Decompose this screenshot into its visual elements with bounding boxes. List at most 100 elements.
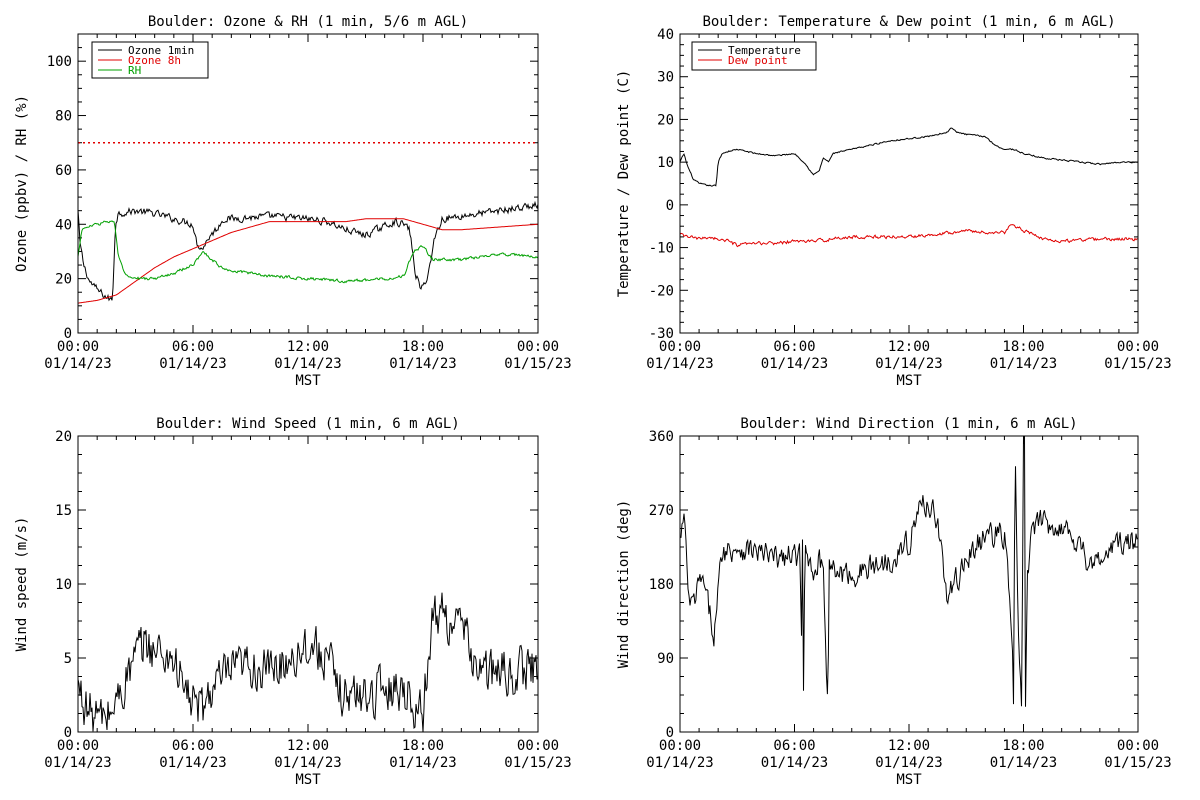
x-tick-time: 18:00	[402, 738, 444, 754]
chart-panel-ozone-rh: Boulder: Ozone & RH (1 min, 5/6 m AGL) Oz…	[14, 14, 572, 389]
x-tick-date: 01/14/23	[274, 356, 341, 372]
x-tick-date: 01/14/23	[875, 755, 942, 771]
series-line-ozone-8h	[78, 218, 538, 304]
chart-title: Boulder: Temperature & Dew point (1 min,…	[702, 14, 1115, 30]
x-axis-label: MST	[295, 772, 321, 788]
x-tick-date: 01/14/23	[44, 755, 111, 771]
legend-label: Dew point	[728, 54, 788, 67]
x-tick-time: 00:00	[517, 738, 559, 754]
y-tick-label: 20	[55, 272, 72, 288]
x-tick-time: 06:00	[172, 738, 214, 754]
x-tick-time: 06:00	[773, 339, 815, 355]
y-tick-label: 30	[657, 70, 674, 86]
y-tick-label: -30	[649, 326, 674, 342]
x-tick-time: 00:00	[57, 339, 99, 355]
y-tick-label: 60	[55, 163, 72, 179]
x-tick-date: 01/14/23	[761, 755, 828, 771]
legend-label: Ozone 8h	[128, 54, 181, 67]
y-tick-label: 270	[649, 503, 674, 519]
x-tick-date: 01/14/23	[875, 356, 942, 372]
y-tick-label: 40	[55, 217, 72, 233]
y-tick-label: 10	[55, 577, 72, 593]
series-line-wind-direction	[680, 436, 1138, 707]
x-tick-date: 01/14/23	[990, 755, 1057, 771]
x-tick-date: 01/14/23	[389, 356, 456, 372]
series-line-temperature	[680, 127, 1138, 187]
legend-label: Temperature	[728, 44, 801, 57]
y-tick-label: 10	[657, 155, 674, 171]
series-line-wind-speed	[78, 592, 538, 732]
chart-title: Boulder: Ozone & RH (1 min, 5/6 m AGL)	[148, 14, 468, 30]
y-tick-label: 90	[657, 651, 674, 667]
chart-title: Boulder: Wind Direction (1 min, 6 m AGL)	[740, 416, 1077, 432]
y-tick-label: 0	[64, 326, 72, 342]
x-tick-date: 01/14/23	[761, 356, 828, 372]
x-axis-label: MST	[295, 373, 321, 389]
y-tick-label: -10	[649, 241, 674, 257]
x-tick-time: 06:00	[172, 339, 214, 355]
x-tick-date: 01/15/23	[504, 755, 571, 771]
x-tick-time: 00:00	[1117, 339, 1159, 355]
y-tick-label: 20	[657, 112, 674, 128]
x-tick-date: 01/14/23	[159, 755, 226, 771]
series-line-ozone-1min	[78, 200, 538, 302]
x-tick-date: 01/14/23	[159, 356, 226, 372]
y-axis-label: Temperature / Dew point (C)	[616, 70, 632, 298]
y-tick-label: 80	[55, 109, 72, 125]
x-tick-time: 12:00	[287, 339, 329, 355]
chart-panel-temperature-dewpoint: Boulder: Temperature & Dew point (1 min,…	[616, 14, 1172, 389]
y-tick-label: 0	[666, 198, 674, 214]
y-tick-label: 180	[649, 577, 674, 593]
x-tick-time: 18:00	[402, 339, 444, 355]
y-tick-label: 5	[64, 651, 72, 667]
legend-label: Ozone 1min	[128, 44, 194, 57]
y-tick-label: 0	[64, 725, 72, 741]
series-line-dew-point	[680, 224, 1138, 248]
chart-title: Boulder: Wind Speed (1 min, 6 m AGL)	[156, 416, 459, 432]
x-tick-time: 00:00	[517, 339, 559, 355]
series-line-rh	[78, 220, 538, 284]
x-tick-date: 01/14/23	[990, 356, 1057, 372]
x-tick-time: 00:00	[659, 738, 701, 754]
x-tick-date: 01/14/23	[646, 755, 713, 771]
x-tick-date: 01/14/23	[44, 356, 111, 372]
x-tick-time: 18:00	[1002, 339, 1044, 355]
x-tick-date: 01/15/23	[1104, 755, 1171, 771]
x-tick-time: 18:00	[1002, 738, 1044, 754]
y-tick-label: 40	[657, 27, 674, 43]
x-tick-date: 01/15/23	[1104, 356, 1171, 372]
x-tick-time: 00:00	[1117, 738, 1159, 754]
y-axis-label: Wind speed (m/s)	[14, 517, 30, 652]
x-tick-time: 12:00	[888, 738, 930, 754]
y-tick-label: 20	[55, 429, 72, 445]
y-tick-label: 100	[47, 54, 72, 70]
plot-frame	[679, 33, 1139, 334]
x-axis-label: MST	[896, 772, 922, 788]
x-tick-time: 00:00	[57, 738, 99, 754]
x-tick-date: 01/14/23	[389, 755, 456, 771]
legend-label: RH	[128, 64, 141, 77]
plot-frame	[77, 33, 539, 334]
x-tick-date: 01/14/23	[646, 356, 713, 372]
y-tick-label: -20	[649, 283, 674, 299]
y-axis-label: Ozone (ppbv) / RH (%)	[14, 95, 30, 272]
x-tick-time: 00:00	[659, 339, 701, 355]
x-tick-time: 06:00	[773, 738, 815, 754]
plot-frame	[679, 435, 1139, 733]
chart-panel-wind-direction: Boulder: Wind Direction (1 min, 6 m AGL)…	[616, 416, 1172, 788]
plot-frame	[77, 435, 539, 733]
x-axis-label: MST	[896, 373, 922, 389]
chart-panel-wind-speed: Boulder: Wind Speed (1 min, 6 m AGL) Wind…	[14, 416, 572, 788]
legend-box	[691, 41, 817, 71]
x-tick-date: 01/14/23	[274, 755, 341, 771]
x-tick-time: 12:00	[888, 339, 930, 355]
x-tick-date: 01/15/23	[504, 356, 571, 372]
y-tick-label: 0	[666, 725, 674, 741]
y-tick-label: 360	[649, 429, 674, 445]
y-tick-label: 15	[55, 503, 72, 519]
x-tick-time: 12:00	[287, 738, 329, 754]
y-axis-label: Wind direction (deg)	[616, 500, 632, 669]
